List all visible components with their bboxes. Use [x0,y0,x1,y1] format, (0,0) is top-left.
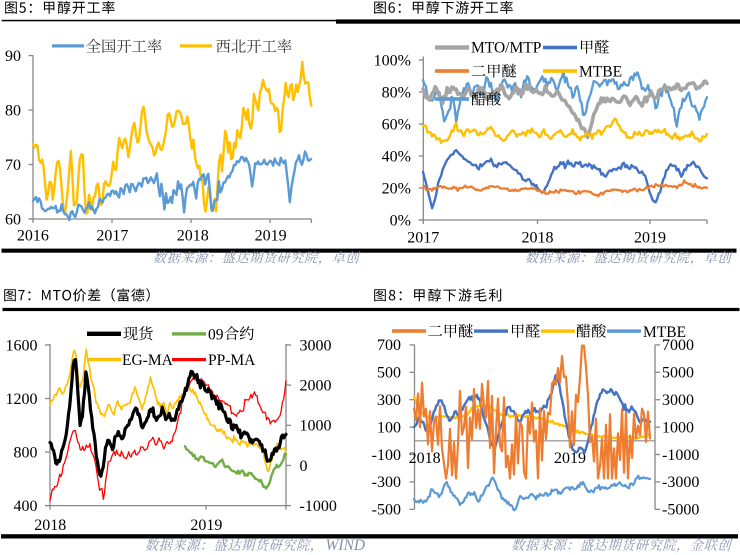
svg-text:2019: 2019 [634,230,666,247]
svg-text:800: 800 [14,444,38,461]
svg-text:-100: -100 [372,447,401,464]
svg-text:2017: 2017 [96,228,128,245]
svg-text:MTO/MTP: MTO/MTP [471,40,541,57]
svg-text:-1000: -1000 [300,498,337,515]
svg-text:1000: 1000 [300,418,332,435]
svg-text:2000: 2000 [300,377,332,394]
svg-text:2018: 2018 [177,228,209,245]
svg-text:2018: 2018 [522,230,554,247]
svg-text:500: 500 [377,365,401,382]
svg-text:3000: 3000 [300,337,332,354]
svg-text:5000: 5000 [662,365,694,382]
svg-text:-3000: -3000 [662,474,699,491]
svg-text:60%: 60% [382,116,411,133]
svg-text:60: 60 [5,211,21,228]
svg-text:20%: 20% [382,180,411,197]
svg-text:2019: 2019 [554,450,586,467]
svg-text:2016: 2016 [17,228,49,245]
svg-text:2019: 2019 [190,517,222,534]
svg-text:40%: 40% [382,148,411,165]
svg-text:3000: 3000 [662,392,694,409]
svg-text:100: 100 [377,419,401,436]
svg-text:7000: 7000 [662,337,694,354]
svg-text:400: 400 [14,498,38,515]
svg-text:2018: 2018 [34,517,66,534]
svg-text:80%: 80% [382,84,411,101]
svg-text:-1000: -1000 [662,447,699,464]
svg-text:MTBE: MTBE [579,64,622,81]
svg-text:0%: 0% [390,212,411,229]
svg-text:-500: -500 [372,502,401,519]
svg-text:MTBE: MTBE [643,324,686,341]
svg-text:0: 0 [300,458,308,475]
svg-text:EG-MA: EG-MA [122,352,174,369]
svg-text:100%: 100% [374,52,411,69]
svg-text:2018: 2018 [409,450,441,467]
svg-text:2017: 2017 [407,230,439,247]
svg-text:1000: 1000 [662,419,694,436]
svg-text:09: 09 [208,327,224,344]
svg-text:1200: 1200 [6,391,38,408]
svg-text:90: 90 [5,48,21,65]
svg-text:-5000: -5000 [662,502,699,519]
svg-text:-300: -300 [372,474,401,491]
svg-text:70: 70 [5,157,21,174]
svg-text:300: 300 [377,392,401,409]
svg-text:80: 80 [5,102,21,119]
svg-text:2019: 2019 [255,228,287,245]
svg-text:WIND: WIND [326,537,366,554]
svg-text:1600: 1600 [6,337,38,354]
svg-text:700: 700 [377,337,401,354]
svg-text:PP-MA: PP-MA [208,352,256,369]
